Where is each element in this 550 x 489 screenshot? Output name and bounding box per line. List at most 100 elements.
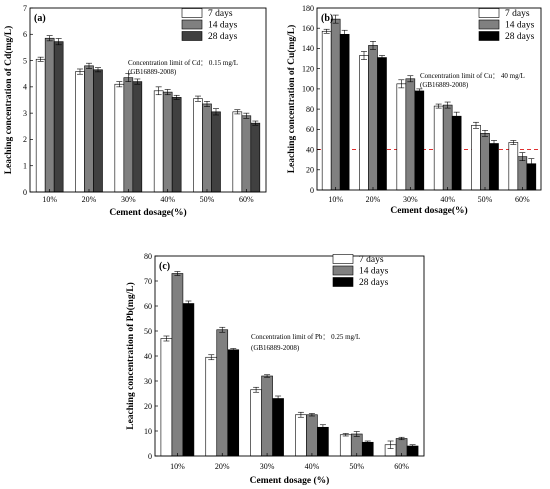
bar-7-days-40pct [433,105,444,191]
error-bar [37,56,44,62]
bar-28-days-20pct [377,57,387,191]
error-bar [528,158,535,170]
error-bar [208,354,215,361]
limit-annotation: Concentration limit of Cu： 40 mg/L [420,72,525,80]
bar-14-days-40pct [442,104,453,191]
legend-swatch [478,8,500,18]
error-bar [185,300,192,307]
error-bar [323,28,330,34]
panel-label: (c) [159,261,170,272]
bar-7-days-50pct [339,434,352,457]
x-tick-label: 40% [305,462,320,471]
y-tick-label: 30 [144,377,152,386]
y-axis-label: Leaching concentration of Pb(mg/L) [125,282,136,430]
x-tick-label: 30% [260,462,275,471]
bar-28-days-30pct [132,81,143,193]
legend-swatch [181,19,203,30]
x-tick-label: 50% [349,462,364,471]
x-tick-label: 30% [403,195,418,204]
chart-panel-c: 0 10 20 30 40 50 60 70 80 10% 20% 30% 40% 50% 60% Cemen… [125,252,425,486]
limit-annotation: Concentration limit of Pb： 0.25 mg/L [251,333,360,341]
x-tick-label: 10% [328,195,343,204]
error-bar [387,440,394,449]
x-tick-label: 50% [478,195,493,204]
y-tick-label: 60 [306,125,314,134]
x-axis-label: Cement dosage(%) [109,207,186,218]
legend-label: 28 days [505,32,535,42]
bar-28-days-30pct [272,398,284,457]
y-tick-label: 20 [144,402,152,411]
bar-14-days-10pct [330,18,341,191]
x-tick-label: 60% [239,195,254,204]
x-tick-label: 10% [42,195,57,204]
error-bar [264,374,271,378]
y-tick-label: 140 [302,44,314,53]
error-bar [213,108,219,116]
error-bar [116,81,123,88]
x-tick-label: 30% [121,195,136,204]
bar-14-days-20pct [368,45,378,191]
bar-7-days-20pct [359,55,369,191]
bar-7-days-20pct [205,356,218,457]
legend-swatch [332,254,354,264]
bar-7-days-50pct [193,98,203,193]
x-axis-label: Cement dosage (%) [250,475,330,486]
y-tick-label: 180 [302,4,314,13]
bar-28-days-10pct [339,33,350,191]
plot-frame [29,7,267,193]
x-axis-label: Cement dosage(%) [390,205,467,216]
bar-14-days-40pct [162,91,173,193]
error-bar [444,101,451,109]
y-tick-label: 7 [23,4,27,13]
bar-14-days-20pct [84,65,94,193]
bar-28-days-20pct [227,349,240,457]
error-bar [510,140,517,145]
x-tick-label: 20% [366,195,381,204]
legend-swatch [181,31,203,41]
bar-14-days-50pct [350,433,363,457]
bar-28-days-40pct [317,426,329,457]
error-bar [125,73,132,82]
bar-14-days-60pct [517,156,528,191]
limit-annotation: (GB16889-2008) [420,81,469,89]
error-bar [398,436,405,441]
legend-swatch [332,277,354,287]
legend-label: 14 days [359,267,389,277]
error-bar [519,152,526,161]
y-tick-label: 80 [144,252,152,261]
error-bar [482,130,488,137]
error-bar [230,348,237,352]
limit-annotation: (GB16889-2008) [251,344,300,352]
y-tick-label: 1 [23,162,27,171]
error-bar [252,120,259,126]
error-bar [55,38,62,46]
bar-7-days-60pct [232,111,243,193]
y-tick-label: 0 [148,452,152,461]
bar-7-days-30pct [396,83,407,191]
bar-28-days-60pct [250,122,261,193]
error-bar [95,67,101,73]
legend-swatch [478,31,500,41]
bar-7-days-20pct [75,71,85,193]
legend-label: 14 days [208,21,238,31]
limit-annotation: (GB16889-2008) [128,68,177,76]
bar-14-days-60pct [241,115,252,193]
bar-14-days-10pct [44,37,55,193]
legend-label: 28 days [359,278,389,288]
x-tick-label: 50% [200,195,215,204]
bar-14-days-30pct [405,78,416,191]
error-bar [155,86,162,96]
legend-label: 7 days [505,9,530,19]
y-tick-label: 100 [302,85,314,94]
legend-label: 14 days [505,21,535,31]
bar-7-days-30pct [114,83,125,193]
legend-swatch [478,19,500,30]
limit-annotation: Concentration limit of Cd： 0.15 mg/L [128,59,238,67]
x-tick-label: 10% [170,462,185,471]
y-tick-label: 6 [23,30,27,39]
x-tick-label: 20% [215,462,230,471]
error-bar [134,78,141,85]
bar-7-days-10pct [321,30,332,191]
y-tick-label: 50 [144,327,152,336]
